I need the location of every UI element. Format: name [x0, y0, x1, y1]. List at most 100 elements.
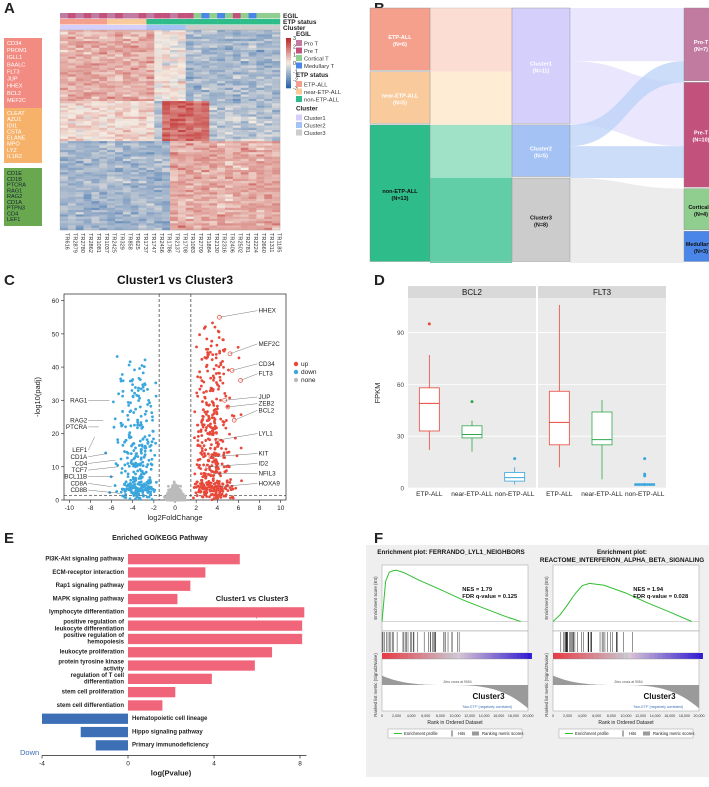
heatmap-cell — [91, 183, 100, 186]
heatmap-cell — [138, 152, 147, 155]
heatmap-cell — [122, 98, 131, 102]
panel-label-e: E — [4, 530, 15, 547]
colorbar-step — [286, 41, 291, 44]
heatmap-cell — [75, 221, 84, 224]
heatmap-cell — [67, 74, 76, 77]
heatmap-cell — [67, 134, 76, 137]
heatmap-cell — [75, 96, 84, 100]
heatmap-cell — [115, 127, 124, 131]
heatmap-cell — [138, 32, 147, 35]
point-down — [127, 363, 131, 367]
heatmap-cell — [217, 105, 226, 108]
heatmap-cell — [138, 61, 147, 64]
heatmap-cell — [154, 110, 163, 113]
heatmap-cell — [122, 38, 131, 42]
heatmap-cell — [264, 187, 273, 191]
heatmap-cell — [177, 194, 186, 197]
heatmap-cell — [185, 218, 194, 222]
heatmap-cell — [122, 94, 131, 97]
heatmap-cell — [154, 50, 163, 53]
heatmap-cell — [272, 158, 281, 162]
heatmap-cell — [201, 45, 210, 48]
heatmap-cell — [99, 152, 108, 155]
x-tick-label: -8 — [88, 505, 94, 512]
legend-swatch — [472, 731, 479, 736]
point-up — [214, 356, 218, 360]
colorbar-step — [286, 46, 291, 49]
heatmap-cell — [162, 105, 171, 108]
heatmap-cell — [272, 47, 281, 51]
point-down — [151, 418, 154, 422]
heatmap-cell — [209, 225, 218, 228]
heatmap-cell — [201, 143, 210, 146]
heatmap-cell — [256, 176, 265, 180]
heatmap-cell — [264, 136, 273, 140]
heatmap-cell — [138, 127, 147, 131]
heatmap-cell — [248, 30, 257, 33]
point-up — [203, 452, 206, 455]
point-up — [215, 404, 219, 408]
heatmap-cell — [225, 187, 234, 191]
x-tick-label: -2 — [151, 505, 157, 512]
sample-label: TR2862 — [87, 233, 93, 253]
heatmap-cell — [256, 214, 265, 217]
heatmap-cell — [217, 194, 226, 197]
point-up — [202, 483, 206, 487]
heatmap-cell — [240, 36, 249, 40]
heatmap-cell — [256, 125, 265, 128]
legend-swatch — [296, 114, 302, 121]
heatmap-cell — [83, 172, 92, 175]
heatmap-cell — [185, 196, 194, 200]
heatmap-cell — [122, 170, 131, 173]
point-down — [119, 457, 123, 461]
heatmap-cell — [146, 178, 155, 182]
heatmap-cell — [75, 141, 84, 144]
heatmap-cell — [201, 47, 210, 51]
bar-up — [128, 687, 176, 698]
heatmap-cell — [193, 58, 202, 62]
heatmap-cell — [240, 43, 249, 46]
heatmap-cell — [107, 165, 116, 168]
heatmap-cell — [256, 185, 265, 188]
heatmap-cell — [130, 72, 139, 75]
heatmap-cell — [122, 123, 131, 126]
heatmap-cell — [154, 136, 163, 140]
point-down — [130, 459, 134, 462]
heatmap-cell — [115, 45, 124, 48]
heatmap-cell — [217, 205, 226, 208]
point-up — [198, 333, 201, 337]
point-down — [120, 471, 123, 475]
heatmap-cell — [272, 216, 281, 220]
heatmap-cell — [146, 225, 155, 228]
heatmap-cell — [107, 74, 116, 77]
heatmap-cell — [60, 58, 69, 62]
point-down — [136, 463, 140, 467]
heatmap-cell — [232, 198, 241, 202]
point-up — [206, 432, 210, 435]
gsea-x-tick: 4,000 — [407, 714, 416, 718]
point-down — [136, 455, 140, 458]
point-up — [218, 491, 221, 494]
point-down — [145, 419, 148, 423]
heatmap-cell — [248, 192, 257, 195]
point-up — [204, 468, 208, 472]
rank-strip — [505, 653, 510, 659]
heatmap-cell — [138, 34, 147, 37]
heatmap-cell — [107, 152, 116, 155]
heatmap-cell — [122, 205, 131, 208]
heatmap-cell — [146, 110, 155, 113]
point-down — [146, 486, 150, 490]
heatmap-cell — [154, 227, 163, 231]
heatmap-cell — [138, 67, 147, 71]
heatmap-cell — [225, 214, 234, 217]
heatmap-cell — [209, 85, 218, 88]
heatmap-cell — [130, 98, 139, 102]
point-down — [130, 462, 134, 466]
point-down — [128, 360, 132, 364]
heatmap-cell — [248, 105, 257, 108]
heatmap-cell — [248, 194, 257, 197]
heatmap-cell — [130, 112, 139, 115]
sankey-node-count: (N=4) — [694, 212, 708, 218]
heatmap-cell — [217, 34, 226, 37]
heatmap-cell — [146, 81, 155, 84]
